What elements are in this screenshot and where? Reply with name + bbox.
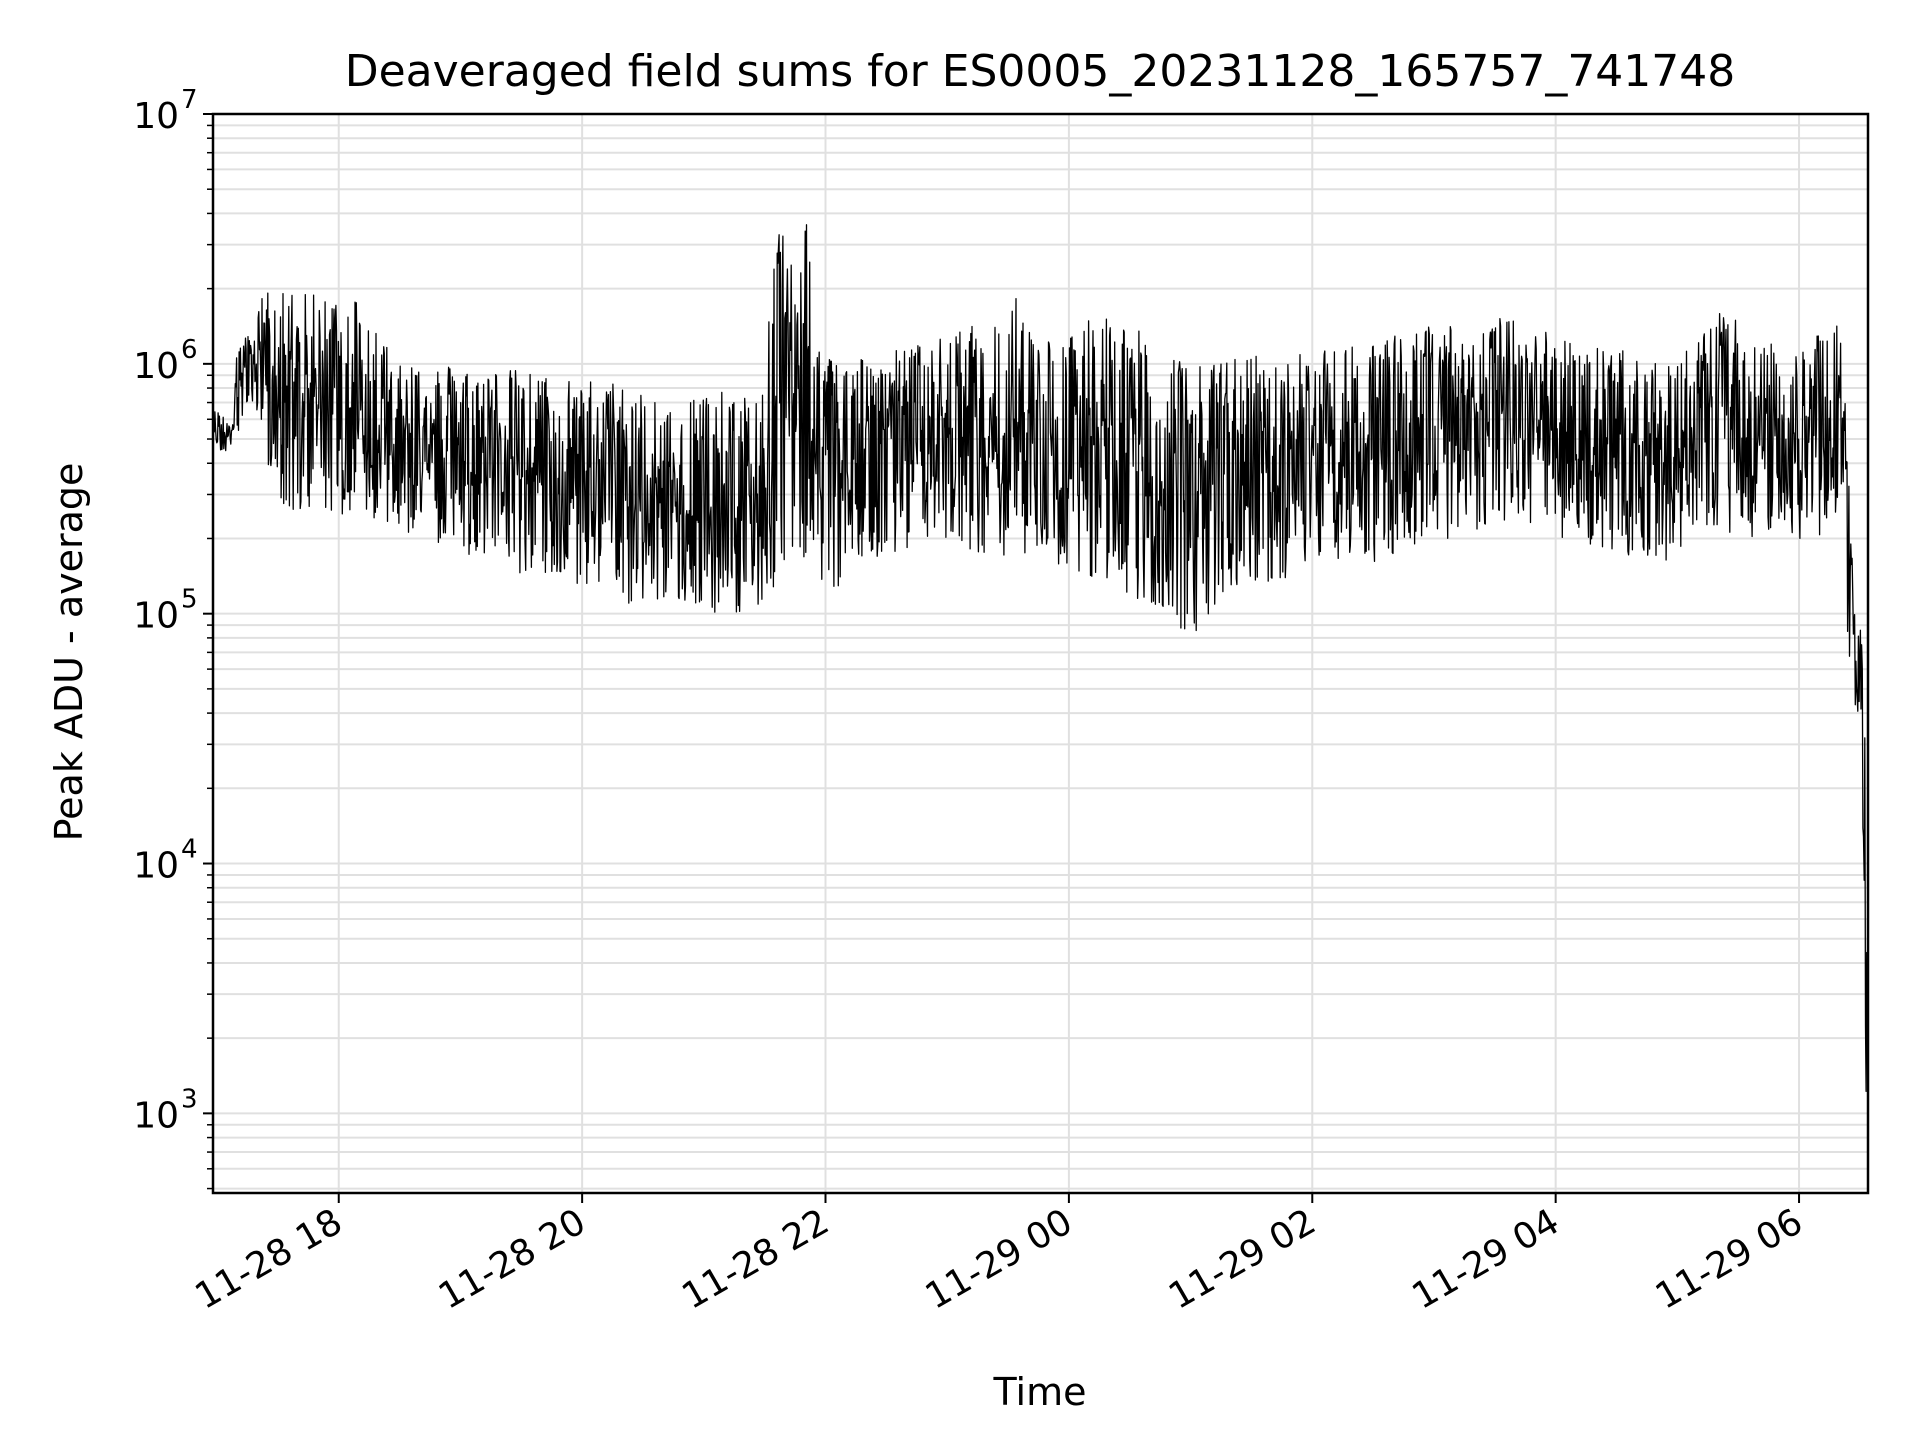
y-tick-exponent: 4 (181, 835, 198, 865)
y-tick-label: 10 (133, 1095, 179, 1136)
y-tick-exponent: 6 (181, 335, 198, 365)
y-tick-exponent: 3 (181, 1084, 198, 1114)
grid (213, 113, 1868, 1193)
plot-frame (211, 112, 1870, 1195)
y-tick-label: 10 (133, 596, 179, 637)
y-tick-exponent: 7 (181, 85, 198, 115)
x-axis-label: Time (993, 1370, 1087, 1414)
y-tick-label: 10 (133, 96, 179, 137)
series-layer (212, 224, 1869, 1146)
y-tick-label: 10 (133, 346, 179, 387)
y-tick-exponent: 5 (181, 585, 198, 615)
chart-title: Deaveraged field sums for ES0005_2023112… (345, 46, 1736, 97)
y-tick-label: 10 (133, 846, 179, 887)
series-line (212, 224, 1869, 1146)
y-axis-label: Peak ADU - average (47, 463, 91, 842)
